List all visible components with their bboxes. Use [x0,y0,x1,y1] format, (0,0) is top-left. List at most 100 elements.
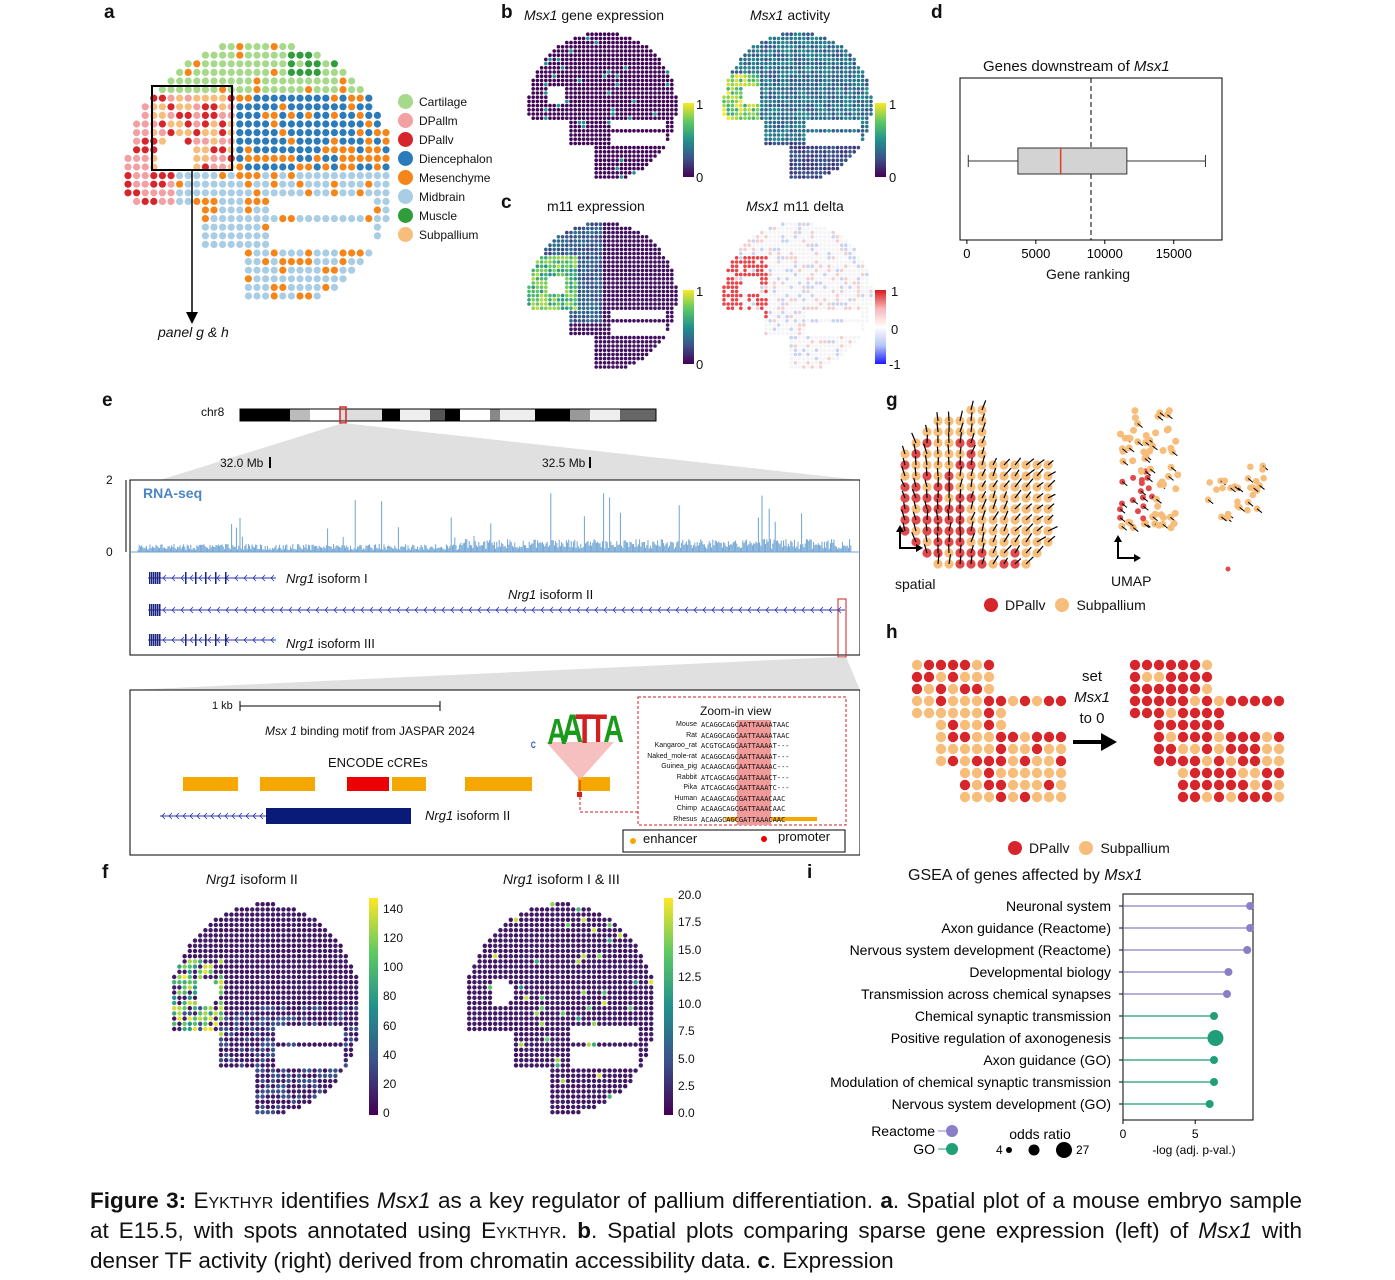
zoom-title: Zoom-in view [700,704,772,718]
spot [806,352,810,357]
spot [602,70,607,74]
spot [590,82,594,87]
spot [657,99,661,104]
spot [586,108,590,112]
spot [611,112,615,116]
spot [287,146,295,154]
spot [227,215,235,223]
spot [201,111,209,119]
spot [835,82,840,87]
spot [730,103,735,108]
spot [322,103,330,111]
spot [814,53,819,57]
spot [802,154,806,158]
spot [628,116,632,120]
spot [250,969,255,974]
spot [657,57,661,62]
spot [747,264,751,268]
spot [636,319,640,323]
spot [281,933,286,938]
spot [607,74,611,78]
spot [594,298,598,302]
spot [198,964,203,969]
spot [281,954,286,959]
spot [535,91,540,95]
spot [751,103,756,108]
spot [726,306,730,310]
spot [835,78,840,83]
spot [810,78,814,83]
spot [793,61,798,66]
spot [607,365,611,369]
spot [726,99,730,104]
spot [623,239,628,243]
spot [333,969,338,974]
spot [224,943,229,948]
rnaseq-label: RNA-seq [143,485,203,501]
spot [649,53,653,57]
alignment-row: Mouse ACAGGCAGCAATTAAAATAAC [640,720,790,731]
spot [793,70,798,74]
spot [236,137,244,145]
spot [322,928,328,933]
spot [793,277,798,281]
spot [674,103,678,108]
spot [573,277,577,281]
spot [265,917,270,922]
spot [628,70,632,74]
spot [569,268,573,273]
spot [569,314,573,319]
spot [644,256,649,260]
spot [848,251,852,256]
spot [313,86,321,94]
spot [313,77,321,85]
spot [831,158,835,162]
spot [224,938,229,943]
spot [789,268,793,273]
spot [734,99,739,104]
spot [281,943,286,948]
spot [219,68,227,76]
exon [151,604,153,616]
spot [281,907,286,912]
spot [611,222,615,226]
spot [755,66,760,70]
spot [586,277,590,281]
spot [760,247,764,252]
spot [831,281,835,285]
spot [644,61,649,66]
spot [764,120,768,125]
spot [577,99,582,104]
spot [814,264,819,268]
spot [577,129,582,133]
spot [802,327,806,331]
spot [193,103,201,111]
spot [848,57,852,62]
spot [556,272,561,277]
spot [619,162,624,167]
spot [208,974,213,980]
sequence: ACAGGCAGCAATTAAAAT--- [701,751,790,762]
spot [628,162,632,167]
spot [586,74,590,78]
spot [602,281,607,285]
spot [598,310,603,315]
spot [793,103,798,108]
spot [739,256,743,260]
spot [739,91,743,95]
spot [286,959,291,964]
spot [661,99,666,104]
spot [827,116,831,120]
spot [768,95,772,99]
pos-label-1: 32.0 Mb [220,456,264,470]
spot [565,61,569,66]
spot [628,247,632,252]
spot [339,137,347,145]
spot [590,61,594,66]
spot [201,103,209,111]
exon [215,572,217,584]
spot [236,68,244,76]
spot [213,954,218,959]
spot [619,57,624,62]
spot [560,235,565,239]
